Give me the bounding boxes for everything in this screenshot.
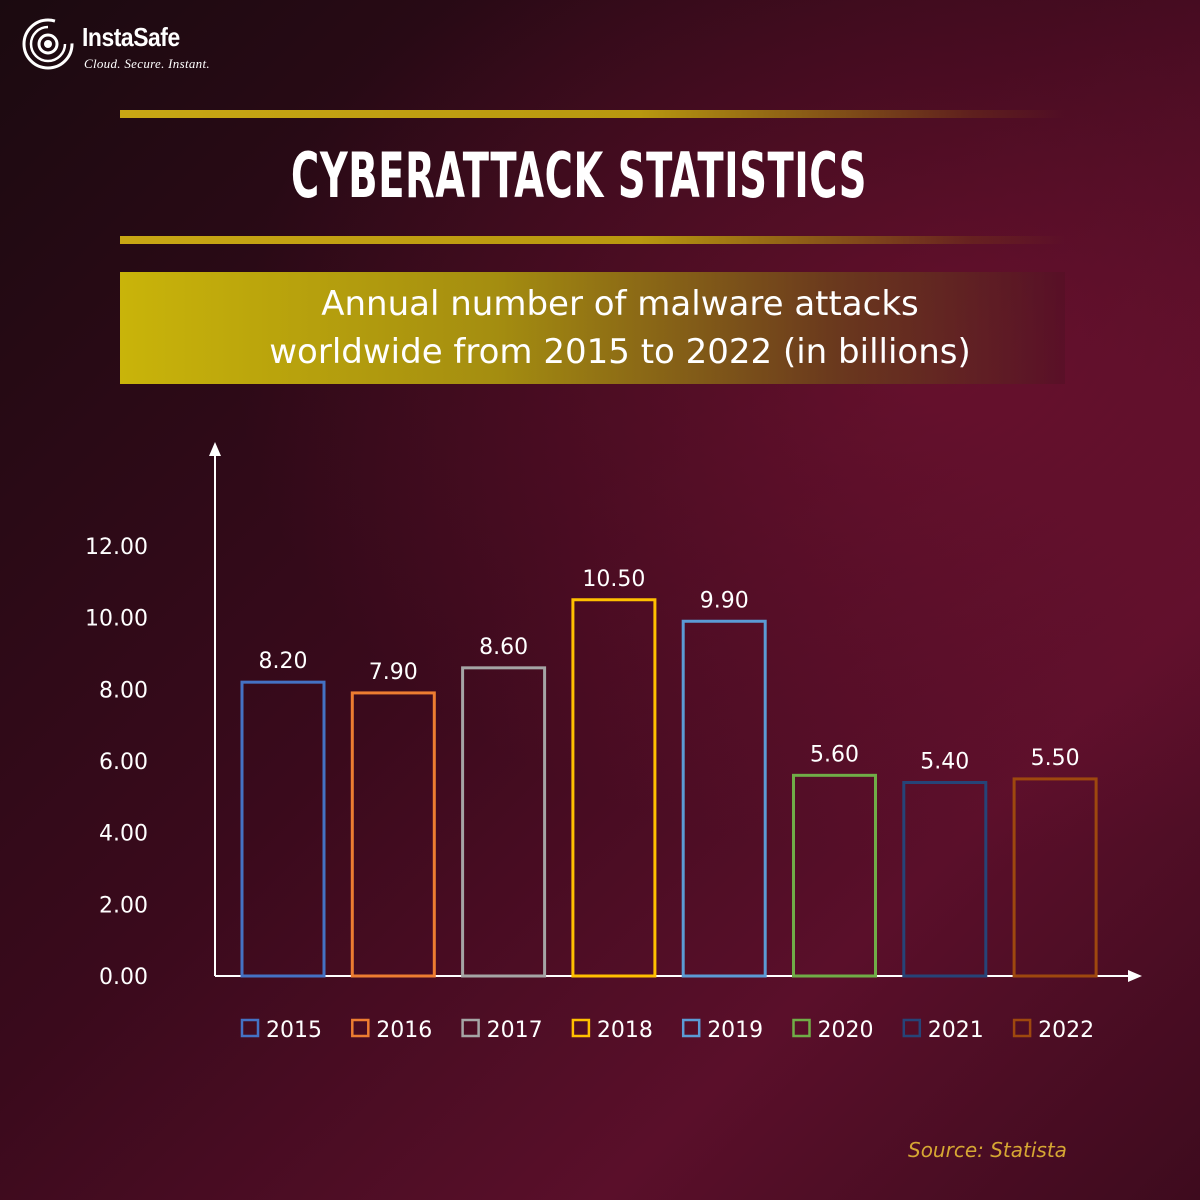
bar-2017 <box>461 666 547 978</box>
data-label-2020: 5.60 <box>810 742 859 767</box>
y-tick-label: 8.00 <box>99 678 148 703</box>
subtitle-line-2: worldwide from 2015 to 2022 (in billions… <box>269 332 971 372</box>
data-label-2016: 7.90 <box>369 660 418 685</box>
source-note: Source: Statista <box>908 1138 1067 1162</box>
legend-swatch-2018 <box>571 1018 591 1038</box>
y-axis-arrow-icon <box>209 442 221 456</box>
legend-swatch-2015 <box>240 1018 260 1038</box>
data-label-2018: 10.50 <box>582 567 645 592</box>
data-label-2022: 5.50 <box>1031 746 1080 771</box>
data-label-2015: 8.20 <box>259 649 308 674</box>
logo-mark-icon <box>22 18 74 70</box>
legend-label-2018: 2018 <box>597 1018 653 1043</box>
legend-label-2017: 2017 <box>487 1018 543 1043</box>
bar-2021 <box>902 781 988 978</box>
legend-swatch-2016 <box>351 1018 370 1038</box>
legend-swatch-2021 <box>902 1018 922 1038</box>
subtitle-banner <box>120 272 1065 384</box>
page-title: CYBERATTACK STATISTICS <box>291 139 868 212</box>
y-tick-label: 6.00 <box>99 750 148 775</box>
legend-swatch-2019 <box>681 1018 701 1038</box>
chart-subtitle: Annual number of malware attacks worldwi… <box>120 280 1120 376</box>
bar-2020 <box>792 773 877 978</box>
bar-2018 <box>571 598 657 978</box>
bar-2016 <box>350 691 436 978</box>
bar-2015 <box>240 680 326 978</box>
y-tick-label: 12.00 <box>85 535 148 560</box>
bar-2022 <box>1012 777 1098 978</box>
subtitle-line-1: Annual number of malware attacks <box>321 284 919 324</box>
legend-label-2019: 2019 <box>707 1018 763 1043</box>
legend-label-2015: 2015 <box>266 1018 322 1043</box>
title-top-rule <box>120 110 1065 118</box>
title-bottom-rule <box>120 236 1065 244</box>
y-tick-label: 0.00 <box>99 965 148 990</box>
data-label-2019: 9.90 <box>700 588 749 613</box>
legend-label-2020: 2020 <box>818 1018 874 1043</box>
legend-swatch-2022 <box>1012 1018 1032 1038</box>
legend-label-2021: 2021 <box>928 1018 984 1043</box>
legend-label-2016: 2016 <box>376 1018 432 1043</box>
y-tick-label: 2.00 <box>99 893 148 918</box>
x-axis-arrow-icon <box>1128 970 1142 982</box>
legend-label-2022: 2022 <box>1038 1018 1094 1043</box>
data-label-2021: 5.40 <box>920 750 969 775</box>
legend-swatch-2017 <box>461 1018 480 1038</box>
y-tick-label: 4.00 <box>99 822 148 847</box>
logo-name: InstaSafe <box>82 22 180 52</box>
legend-swatch-2020 <box>792 1018 811 1038</box>
logo-tagline: Cloud. Secure. Instant. <box>84 56 210 71</box>
bar-chart: 0.00 2.00 4.00 6.00 8.00 10.00 12.00 8.20 7.90 8.… <box>85 442 1142 1043</box>
instasafe-logo: InstaSafe Cloud. Secure. Instant. <box>20 16 280 76</box>
y-tick-label: 10.00 <box>85 607 148 632</box>
bar-2019 <box>681 619 767 978</box>
data-label-2017: 8.60 <box>479 635 528 660</box>
